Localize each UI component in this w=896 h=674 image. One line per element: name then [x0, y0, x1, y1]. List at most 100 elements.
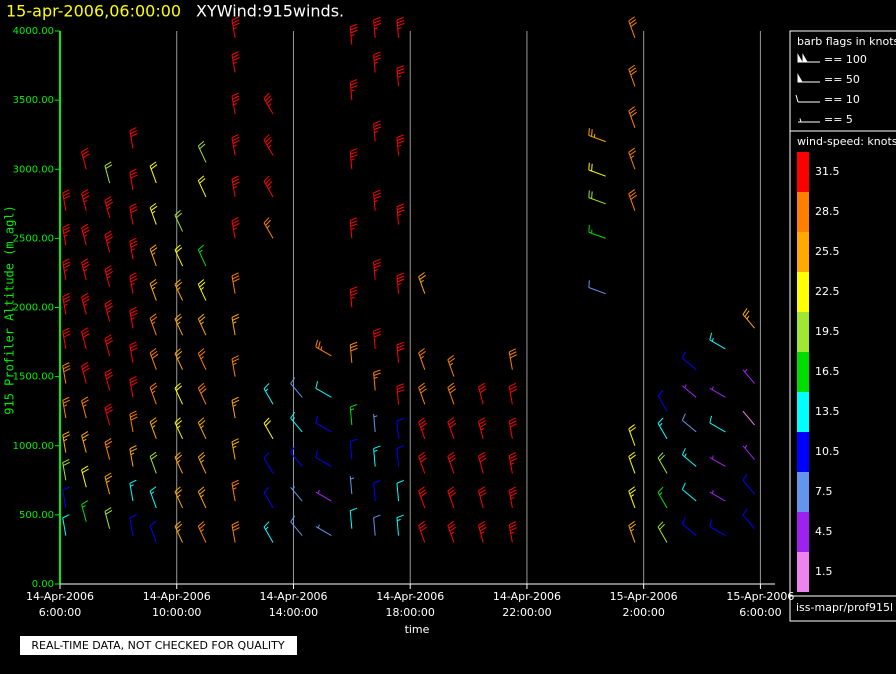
wind-barb: [81, 396, 89, 419]
wind-barb: [231, 92, 240, 115]
wind-barb: [197, 417, 207, 440]
wind-barb: [396, 134, 405, 156]
wind-barb: [263, 486, 274, 509]
wind-barb: [373, 189, 382, 211]
wind-barb: [349, 507, 358, 529]
wind-barb: [681, 448, 697, 467]
wind-barb: [231, 175, 240, 197]
wind-barb: [373, 413, 378, 432]
wind-barb: [174, 382, 184, 405]
wind-barb: [657, 521, 668, 543]
wind-barb: [174, 451, 184, 474]
colorbar-label: 1.5: [815, 565, 833, 578]
wind-barb: [81, 223, 90, 246]
wind-barb: [197, 451, 207, 474]
y-tick-label: 2500.00: [13, 233, 54, 244]
colorbar-label: 19.5: [815, 325, 840, 338]
wind-barb: [709, 386, 726, 398]
wind-barb: [681, 517, 697, 536]
wind-barb: [197, 313, 207, 336]
y-tick-label: 3000.00: [13, 164, 54, 175]
colorbar-swatch: [797, 272, 809, 312]
wind-barb: [231, 479, 240, 502]
wind-barb: [81, 500, 89, 522]
wind-barb: [129, 341, 138, 363]
notice: REAL-TIME DATA, NOT CHECKED FOR QUALITY: [31, 639, 285, 652]
wind-barb: [418, 417, 427, 440]
x-tick-label: 14-Apr-2006: [143, 590, 211, 603]
wind-barb: [742, 474, 755, 495]
colorbar-label: 22.5: [815, 285, 840, 298]
colorbar-label: 28.5: [815, 205, 840, 218]
wind-barb: [149, 313, 158, 336]
colorbar-swatch: [797, 192, 809, 232]
y-tick-label: 3500.00: [13, 95, 54, 106]
y-tick-label: 2000.00: [13, 303, 54, 314]
wind-barb: [508, 417, 518, 439]
x-tick-label: 18:00:00: [386, 606, 435, 619]
x-axis-label: time: [405, 623, 430, 636]
y-tick-label: 0.00: [32, 579, 54, 590]
wind-barb: [62, 327, 71, 350]
wind-barb: [62, 223, 71, 246]
colorbar-title: wind-speed: knots: [797, 135, 896, 148]
wind-barb: [315, 381, 332, 398]
y-tick-label: 4000.00: [13, 26, 54, 37]
wind-barb: [418, 486, 427, 509]
colorbar-swatch: [797, 392, 809, 432]
wind-barb: [373, 480, 381, 502]
legend-label: == 100: [824, 53, 867, 66]
wind-barb: [315, 339, 332, 357]
wind-barb: [396, 480, 404, 502]
wind-barb: [396, 272, 405, 294]
wind-barb: [290, 446, 303, 467]
wind-barb: [418, 272, 426, 294]
wind-barb: [263, 417, 274, 440]
colorbar-label: 4.5: [815, 525, 833, 538]
wind-barb: [263, 452, 274, 474]
wind-barb: [349, 286, 358, 308]
wind-barb: [681, 413, 697, 433]
colorbar-label: 7.5: [815, 485, 833, 498]
wind-barb: [197, 140, 207, 163]
wind-barb: [231, 355, 240, 377]
wind-barb: [104, 368, 114, 391]
wind-barb: [373, 120, 382, 142]
wind-barb: [588, 162, 606, 177]
wind-barb: [197, 279, 207, 301]
wind-barb: [149, 348, 159, 370]
wind-barb: [447, 382, 457, 405]
wind-barb: [315, 450, 332, 467]
colorbar-swatch: [797, 352, 809, 392]
wind-barb: [149, 202, 158, 225]
barb-legend-title: barb flags in knots: [797, 35, 896, 48]
wind-barb: [263, 92, 274, 115]
wind-barb: [263, 383, 274, 405]
wind-barb: [508, 452, 518, 474]
wind-barb: [174, 210, 184, 232]
wind-barb: [263, 521, 274, 543]
wind-barb: [315, 524, 332, 537]
wind-barb: [197, 486, 207, 509]
wind-barb: [418, 451, 427, 474]
wind-barb: [709, 332, 726, 350]
x-tick-label: 14-Apr-2006: [26, 590, 94, 603]
x-tick-label: 2:00:00: [622, 606, 664, 619]
wind-barb: [149, 382, 158, 405]
wind-barb: [742, 368, 755, 384]
wind-barb: [396, 341, 405, 363]
wind-barb: [588, 128, 606, 143]
wind-barb: [149, 520, 157, 543]
wind-barb: [81, 292, 90, 315]
wind-barb: [657, 417, 668, 440]
wind-barb: [709, 489, 726, 502]
wind-barb: [588, 280, 606, 295]
colorbar-swatch: [797, 312, 809, 352]
x-tick-label: 14:00:00: [269, 606, 318, 619]
y-axis-label: 915 Profiler Altitude (m agl): [3, 205, 17, 415]
wind-barb: [418, 520, 427, 543]
wind-barb: [231, 521, 240, 543]
y-tick-label: 1500.00: [13, 372, 54, 383]
wind-barb: [682, 384, 697, 398]
wind-barb: [478, 520, 487, 543]
